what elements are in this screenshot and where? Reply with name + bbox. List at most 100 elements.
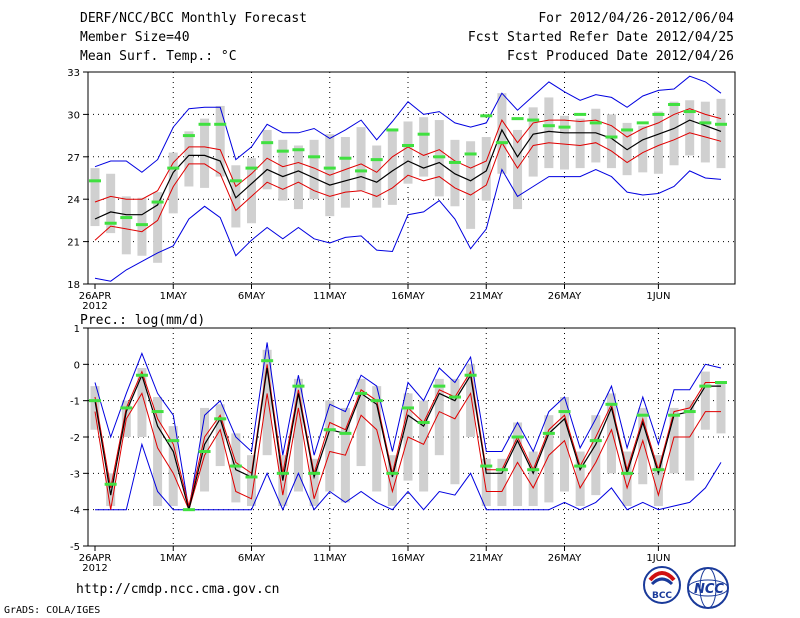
prec-observed-marker	[558, 410, 571, 414]
temp-observed-marker	[495, 141, 508, 145]
temp-observed-marker	[527, 118, 540, 122]
prec-xtick-label: 21MAY	[469, 553, 503, 564]
temp-observed-marker	[308, 155, 321, 159]
temp-spread-box	[137, 197, 147, 256]
prec-spread-box	[387, 455, 397, 507]
prec-observed-marker	[417, 420, 430, 424]
prec-spread-box	[716, 382, 726, 434]
prec-observed-marker	[229, 464, 242, 468]
temp-observed-marker	[715, 122, 727, 126]
ncc-logo-meridian	[699, 567, 717, 609]
prec-observed-marker	[182, 508, 195, 512]
started-refer-label: Fcst Started Refer Date 2012/04/25	[467, 30, 734, 45]
temp-line-mean	[94, 119, 722, 220]
temp-spread-box	[528, 107, 538, 177]
temp-spread-box	[669, 101, 679, 166]
temp-observed-marker	[198, 122, 211, 126]
temp-spread-box	[153, 192, 163, 263]
temp-observed-marker	[621, 128, 634, 132]
prec-observed-marker	[574, 464, 587, 468]
prec-spread-box	[497, 458, 507, 507]
temp-observed-marker	[417, 132, 430, 136]
prec-xtick-label: 26MAY	[548, 553, 582, 564]
temp-xtick-label: 11MAY	[313, 291, 347, 302]
temp-spread-box	[403, 121, 413, 184]
prec-observed-marker	[448, 395, 461, 399]
prec-observed-marker	[355, 391, 368, 395]
prec-observed-marker	[480, 464, 493, 468]
temp-spread-box	[278, 139, 288, 201]
temp-observed-marker	[542, 124, 555, 128]
temp-observed-marker	[402, 143, 414, 147]
prec-spread-box	[669, 407, 679, 474]
prec-spread-box	[200, 407, 210, 492]
temp-spread-box	[591, 108, 601, 163]
temp-line-lower-inner	[94, 132, 722, 241]
prec-spread-box	[262, 349, 272, 456]
prec-spread-box	[419, 400, 429, 492]
prec-observed-marker	[699, 384, 712, 388]
temp-spread-box	[168, 152, 178, 214]
temp-observed-marker	[245, 166, 258, 170]
temp-spread-box	[481, 137, 491, 201]
prec-observed-marker	[323, 428, 336, 432]
prec-observed-marker	[198, 450, 211, 454]
prec-spread-box	[591, 415, 601, 496]
temp-observed-marker	[448, 160, 461, 164]
temp-observed-marker	[699, 121, 712, 125]
prec-spread-box	[356, 378, 366, 467]
temp-observed-marker	[355, 169, 368, 173]
temp-ytick-label: 27	[67, 153, 80, 164]
prec-spread-box	[513, 422, 523, 507]
prec-year-label: 2012	[82, 563, 107, 574]
prec-observed-marker	[120, 406, 133, 410]
prec-spread-box	[544, 415, 554, 503]
bcc-logo-text: BCC	[652, 591, 672, 601]
prec-spread-box	[653, 455, 663, 507]
prec-spread-box	[638, 407, 648, 485]
temp-xtick-label: 26MAY	[548, 291, 582, 302]
temp-observed-marker	[135, 223, 148, 227]
temp-spread-box	[262, 129, 272, 190]
prec-spread-box	[215, 404, 225, 467]
temp-observed-marker	[668, 103, 681, 107]
temp-spread-box	[121, 196, 131, 255]
temp-observed-marker	[167, 166, 180, 170]
temp-spread-box	[293, 145, 303, 210]
temp-spread-box	[450, 139, 460, 207]
prec-spread-box	[606, 393, 616, 474]
temp-year-label: 2012	[82, 301, 107, 312]
prec-spread-box	[90, 386, 100, 430]
temp-frame	[87, 71, 736, 285]
prec-line-upper-outer	[94, 342, 722, 510]
prec-ytick-label: 1	[74, 324, 80, 335]
temp-spread-box	[560, 115, 569, 170]
temp-observed-marker	[370, 158, 383, 162]
temp-observed-marker	[433, 155, 446, 159]
prec-observed-marker	[276, 471, 289, 475]
temp-observed-marker	[214, 122, 227, 126]
prec-xtick-label: 26APR	[79, 553, 112, 564]
prec-observed-marker	[339, 431, 352, 435]
prec-ytick-label: -2	[70, 433, 80, 444]
temp-xtick-label: 21MAY	[469, 291, 503, 302]
temp-observed-marker	[558, 125, 571, 129]
produced-date-label: Fcst Produced Date 2012/04/26	[507, 49, 734, 64]
ncc-logo: NCC	[687, 567, 729, 609]
temp-observed-marker	[261, 141, 274, 145]
forecast-period-label: For 2012/04/26-2012/06/04	[538, 11, 734, 26]
temp-spread-box	[638, 125, 648, 173]
temp-xtick-label: 26APR	[79, 291, 112, 302]
prec-xtick-label: 6MAY	[238, 553, 266, 564]
temp-spread-box	[372, 145, 382, 208]
prec-observed-marker	[261, 359, 274, 363]
prec-observed-marker	[542, 431, 555, 435]
temp-xtick-label: 1MAY	[160, 291, 188, 302]
temp-observed-marker	[589, 121, 602, 125]
prec-spread-box	[372, 386, 382, 492]
prec-ytick-label: -5	[70, 542, 80, 553]
temp-spread-box	[700, 101, 710, 163]
temp-spread-box	[575, 118, 585, 169]
bcc-logo-swirl	[648, 571, 676, 582]
temp-spread-box	[419, 117, 429, 177]
